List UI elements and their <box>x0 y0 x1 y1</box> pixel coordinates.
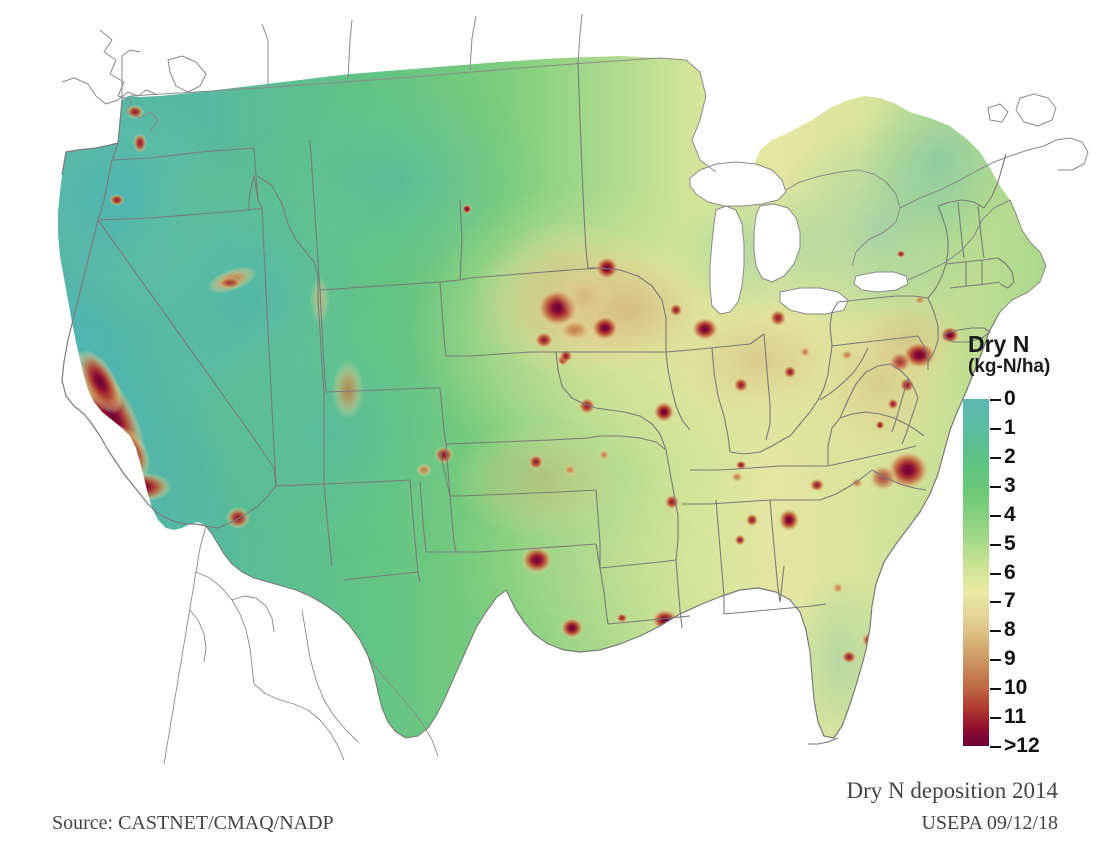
hotspot-memphis <box>664 494 680 510</box>
colorbar-legend: Dry N (kg-N/ha) 0 1 2 3 4 5 6 7 8 9 10 11 >12 <box>963 332 1100 757</box>
colorbar-tick-11 <box>990 717 1001 720</box>
hotspot-new-york <box>940 326 960 344</box>
hotspot-dallas <box>521 546 553 574</box>
hotspot-layer <box>60 105 960 711</box>
colorbar-tick-5 <box>990 543 1001 546</box>
hotspot-st-louis <box>653 401 675 423</box>
colorbar-label-5: 5 <box>1004 531 1016 555</box>
hotspot-minneapolis <box>595 256 619 280</box>
colorbar-tick-8 <box>990 630 1001 633</box>
colorbar-label-7: 7 <box>1004 589 1016 613</box>
colorbar-label-0: 0 <box>1004 387 1016 410</box>
deposition-raster <box>58 56 1046 738</box>
hotspot-seattle <box>126 105 144 119</box>
colorbar-tick-7 <box>990 601 1001 604</box>
colorbar-label-2: 2 <box>1004 444 1016 468</box>
hotspot-houston <box>560 617 584 639</box>
colorbar-tick-10 <box>990 688 1001 691</box>
us-coastline <box>61 99 207 527</box>
colorbar-gradient <box>963 399 989 746</box>
hotspot-portland <box>109 194 125 206</box>
colorbar-tick-2 <box>990 456 1001 459</box>
hotspot-birmingham <box>745 513 759 527</box>
hotspot-texas-panhandle <box>434 446 454 464</box>
hotspot-baltimore <box>899 377 915 393</box>
colorbar-label-9: 9 <box>1004 647 1016 671</box>
hotspot-indianapolis <box>733 377 749 393</box>
canada-coastline <box>61 13 1089 315</box>
gulf-atlantic-coast <box>509 311 1001 739</box>
colorbar-tick-1 <box>990 427 1001 430</box>
colorbar-label-gt12: >12 <box>1004 734 1040 757</box>
hotspot-omaha <box>559 349 573 363</box>
colorbar-label-11: 11 <box>1004 705 1027 729</box>
hotspot-atlanta <box>778 508 800 532</box>
figure-title: Dry N deposition 2014 <box>846 778 1058 803</box>
agricultural-belt-layer <box>450 220 970 540</box>
hotspot-madison <box>669 303 683 317</box>
colorbar-tick-0 <box>990 399 1001 401</box>
hotspot-nashville <box>730 471 744 483</box>
colorbar-label-4: 4 <box>1004 502 1016 526</box>
colorbar-label-6: 6 <box>1004 560 1016 584</box>
colorbar-tick-6 <box>990 572 1001 575</box>
colorbar-tick-3 <box>990 485 1001 488</box>
hotspot-columbus <box>783 365 797 379</box>
hotspot-wichita <box>528 454 544 470</box>
hotspot-chicago <box>691 317 719 341</box>
hotspot-kansas-city <box>578 397 596 415</box>
colorbar-tick-gt12 <box>990 746 1001 748</box>
legend-title: Dry N <box>968 331 1030 357</box>
colorbar-label-3: 3 <box>1004 473 1016 497</box>
hotspot-detroit <box>769 309 787 327</box>
boundary-layer <box>61 13 1089 765</box>
colorbar-label-10: 10 <box>1004 676 1028 700</box>
mexico-outline <box>163 525 439 765</box>
legend-units: (kg-N/ha) <box>968 356 1051 377</box>
colorbar-label-1: 1 <box>1004 415 1016 439</box>
colorbar-tick-4 <box>990 514 1001 517</box>
colorbar-wrap: 0 1 2 3 4 5 6 7 8 9 10 11 >12 <box>963 388 1100 756</box>
mexico-border <box>205 525 511 739</box>
agency-stamp: USEPA 09/12/18 <box>921 812 1058 834</box>
hotspot-tampa <box>841 650 857 664</box>
colorbar-tick-9 <box>990 659 1001 662</box>
state-boundaries <box>97 61 1015 745</box>
hotspot-pittsburgh <box>840 349 854 361</box>
source-credit: Source: CASTNET/CMAQ/NADP <box>52 812 334 834</box>
colorbar-label-8: 8 <box>1004 618 1016 642</box>
